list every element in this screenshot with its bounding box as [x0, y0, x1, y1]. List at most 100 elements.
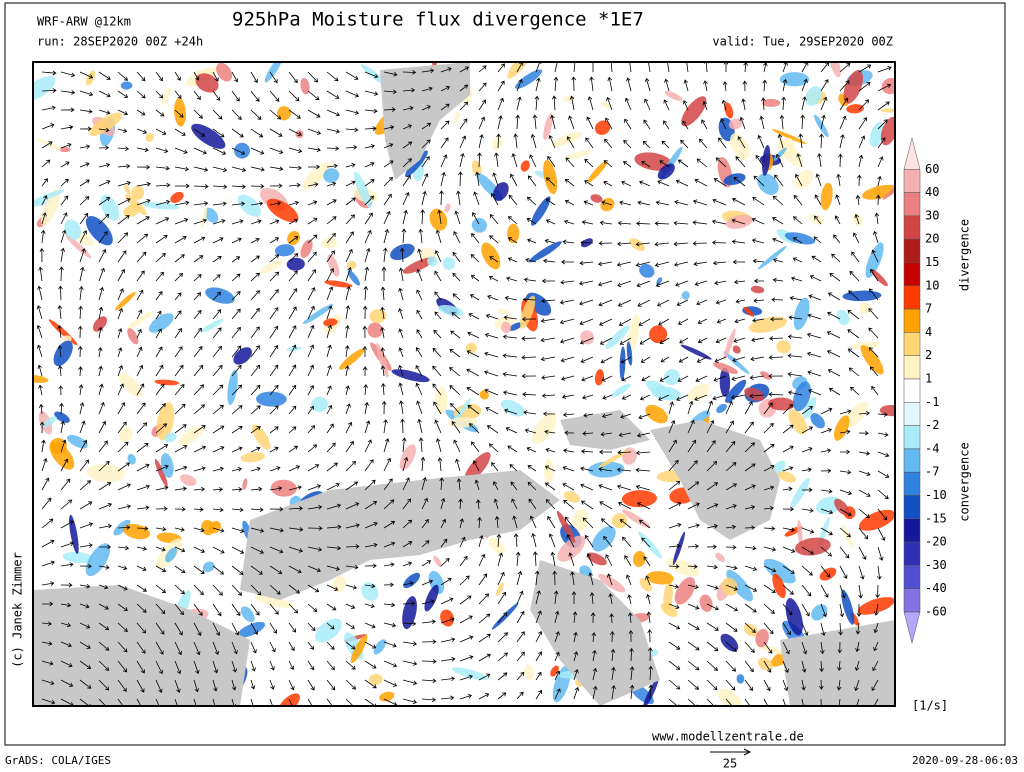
- field-patch: [64, 219, 82, 240]
- wind-arrow: [402, 601, 416, 606]
- wind-arrow: [511, 153, 518, 168]
- wind-arrow: [79, 563, 92, 569]
- field-patch: [286, 257, 305, 271]
- wind-arrow: [326, 385, 332, 396]
- wind-arrow: [542, 411, 556, 417]
- wind-arrow: [231, 308, 241, 320]
- field-patch: [62, 551, 94, 564]
- wind-arrow: [744, 463, 756, 472]
- wind-arrow: [288, 182, 301, 188]
- wind-arrow: [383, 125, 395, 130]
- wind-arrow: [174, 698, 178, 706]
- wind-arrow: [326, 305, 333, 320]
- wind-arrow: [398, 267, 404, 282]
- wind-arrow: [744, 641, 755, 653]
- wind-arrow: [193, 109, 203, 119]
- wind-arrow: [231, 641, 238, 655]
- wind-arrow: [829, 273, 841, 282]
- wind-arrow: [616, 261, 632, 267]
- wind-arrow: [269, 405, 279, 415]
- wind-arrow: [560, 337, 575, 344]
- field-patch: [200, 318, 224, 333]
- colorbar-swatch: [903, 332, 921, 356]
- field-patch: [715, 552, 725, 562]
- field-patch: [750, 285, 765, 294]
- wind-arrow: [836, 173, 841, 187]
- wind-arrow: [60, 520, 74, 529]
- wind-arrow: [855, 641, 860, 653]
- wind-arrow: [383, 660, 398, 668]
- wind-arrow: [399, 400, 404, 415]
- wind-arrow: [269, 426, 279, 434]
- wind-arrow: [763, 546, 777, 552]
- wind-arrow: [820, 527, 833, 536]
- field-patch: [154, 379, 180, 386]
- field-patch: [724, 102, 734, 119]
- wind-arrow: [98, 523, 113, 529]
- colorbar-swatch: [903, 471, 921, 496]
- wind-arrow: [41, 123, 55, 130]
- wind-arrow: [687, 679, 700, 690]
- field-patch: [732, 345, 741, 354]
- wind-arrow: [573, 651, 579, 662]
- wind-arrow: [782, 424, 794, 434]
- field-patch: [240, 451, 266, 463]
- wind-arrow: [98, 306, 104, 320]
- wind-arrow: [383, 419, 388, 434]
- field-patch: [657, 163, 675, 180]
- wind-arrow: [546, 177, 556, 187]
- wind-arrow: [668, 480, 681, 491]
- wind-arrow: [155, 328, 162, 339]
- wind-arrow: [440, 538, 448, 548]
- field-patch: [621, 490, 657, 508]
- wind-arrow: [60, 499, 73, 510]
- wind-arrow: [193, 404, 206, 415]
- wind-arrow: [696, 158, 708, 168]
- wind-arrow: [496, 133, 501, 149]
- wind-arrow: [193, 425, 206, 434]
- wind-arrow: [497, 611, 508, 624]
- wind-arrow: [440, 154, 448, 168]
- wind-arrow: [79, 109, 93, 114]
- wind-arrow: [250, 622, 258, 635]
- wind-arrow: [155, 383, 165, 396]
- wind-arrow: [415, 382, 423, 396]
- wind-arrow: [155, 253, 166, 263]
- wind-arrow: [490, 192, 499, 206]
- wind-arrow: [364, 679, 377, 689]
- wind-arrow: [250, 405, 261, 415]
- field-patch: [161, 86, 172, 106]
- field-patch: [813, 114, 829, 138]
- wind-arrow: [383, 499, 395, 510]
- wind-arrow: [801, 508, 814, 513]
- wind-arrow: [307, 128, 322, 135]
- terrain-anatolia: [780, 620, 895, 706]
- wind-arrow: [174, 584, 185, 595]
- wind-arrow: [326, 199, 337, 206]
- wind-arrow: [646, 593, 651, 605]
- wind-arrow: [497, 552, 504, 567]
- wind-arrow: [98, 622, 110, 631]
- wind-arrow: [592, 62, 594, 72]
- wind-arrow: [796, 153, 803, 168]
- wind-arrow: [383, 107, 396, 112]
- wind-arrow: [364, 401, 369, 415]
- wind-arrow: [551, 95, 557, 111]
- divergence-label: divergence: [958, 219, 972, 291]
- wind-arrow: [858, 470, 871, 477]
- field-patch: [834, 498, 850, 516]
- wind-arrow: [820, 407, 833, 415]
- wind-arrow: [383, 562, 395, 567]
- field-patch: [757, 173, 779, 195]
- wind-arrow: [231, 584, 242, 596]
- wind-arrow: [773, 258, 784, 263]
- wind-arrow: [250, 255, 260, 263]
- map-frame: [32, 61, 896, 707]
- wind-arrow: [478, 673, 491, 681]
- wind-arrow: [831, 253, 841, 263]
- wind-arrow: [250, 238, 260, 244]
- wind-arrow: [515, 551, 521, 567]
- wind-arrow: [398, 287, 404, 301]
- wind-arrow: [288, 165, 302, 171]
- wind-arrow: [639, 180, 651, 187]
